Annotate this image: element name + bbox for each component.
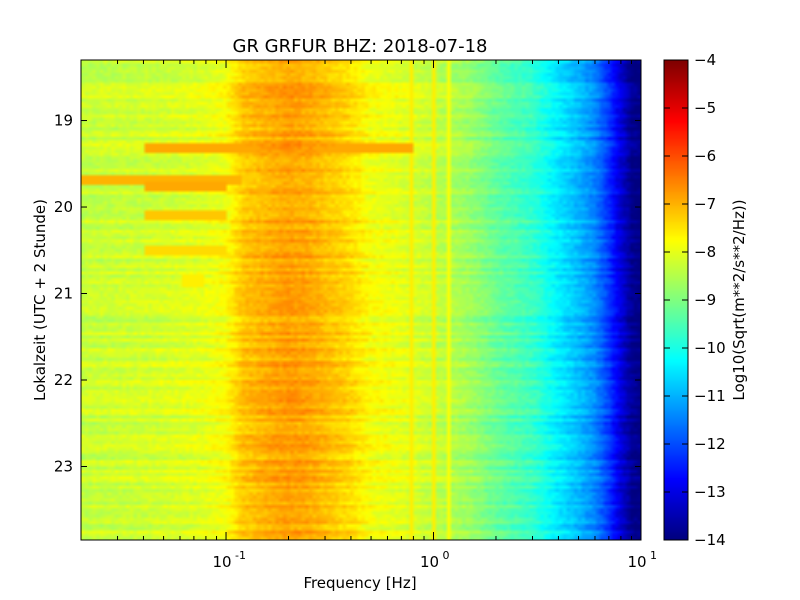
x-tick-exponent: 1 <box>650 549 657 562</box>
y-tick-label: 20 <box>54 198 73 216</box>
x-axis-label: Frequency [Hz] <box>303 574 416 592</box>
colorbar-tick-label: −13 <box>694 483 726 501</box>
plot-frame <box>80 59 642 541</box>
colorbar-tick-label: −7 <box>694 195 716 213</box>
x-tick-label: 10 <box>627 553 646 571</box>
x-tick-exponent: -1 <box>235 549 246 562</box>
colorbar-tick-label: −8 <box>694 243 716 261</box>
colorbar: −4 −5 −6 −7 −8 −9 −10 −11 −12 −13 −14 <box>663 51 726 549</box>
chart-title: GR GRFUR BHZ: 2018-07-18 <box>233 36 488 57</box>
colorbar-tick-label: −5 <box>694 99 716 117</box>
colorbar-tick-label: −12 <box>694 435 726 453</box>
y-axis: 19 20 21 22 23 <box>54 112 641 475</box>
colorbar-tick-label: −9 <box>694 291 716 309</box>
colorbar-tick-label: −14 <box>694 531 726 549</box>
colorbar-tick-label: −4 <box>694 51 716 69</box>
colorbar-label: Log10(Sqrt(m**2/s**2/Hz)) <box>730 199 748 400</box>
colorbar-ticks: −4 −5 −6 −7 −8 −9 −10 −11 −12 −13 −14 <box>664 51 726 549</box>
x-tick-label: 10 <box>420 553 439 571</box>
y-tick-label: 23 <box>54 457 73 475</box>
y-axis-label: Lokalzeit (UTC + 2 Stunde) <box>31 199 49 401</box>
heatmap <box>81 60 641 540</box>
y-tick-label: 22 <box>54 371 73 389</box>
plot-area <box>80 59 642 541</box>
y-tick-label: 21 <box>54 285 73 303</box>
y-tick-label: 19 <box>54 112 73 130</box>
x-tick-exponent: 0 <box>443 549 450 562</box>
colorbar-tick-label: −6 <box>694 147 716 165</box>
colorbar-tick-label: −10 <box>694 339 726 357</box>
x-tick-label: 10 <box>212 553 231 571</box>
colorbar-tick-label: −11 <box>694 387 726 405</box>
x-axis: 10 -1 10 0 10 1 <box>80 60 657 571</box>
